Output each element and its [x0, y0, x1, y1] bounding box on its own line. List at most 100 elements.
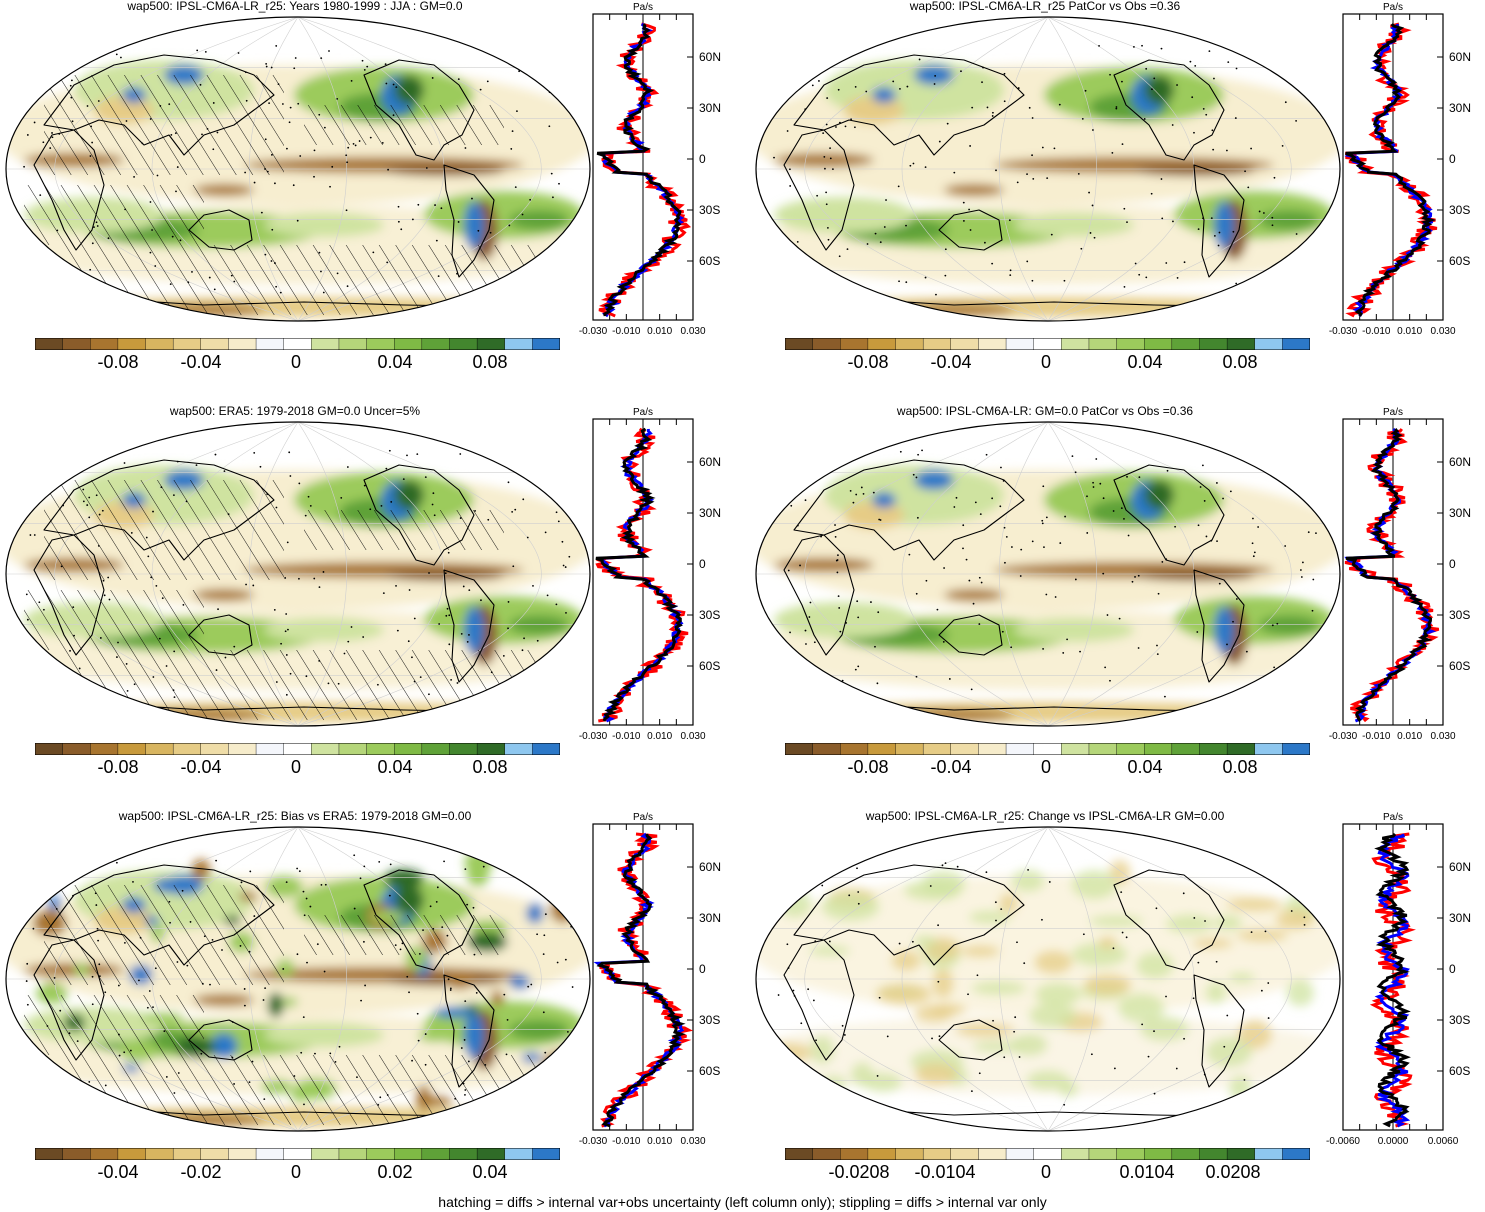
profile-x-tick-label: -0.030: [579, 1136, 608, 1147]
world-map-panel-5: [5, 826, 591, 1132]
profile-x-tick-label: 0.010: [1397, 326, 1422, 337]
latitude-tick-label: 30S: [699, 608, 720, 622]
colorbar-labels: -0.0208 -0.0104 0 0.0104 0.0208: [785, 1162, 1310, 1184]
zonal-profile-panel-5: Pa/s 60N 30N 0 30S 60S -0.030 -0.010 0.010 0.030: [579, 812, 721, 1147]
latitude-tick-label: 30N: [1449, 101, 1471, 115]
latitude-tick-label: 60S: [1449, 254, 1470, 268]
latitude-tick-label: 30N: [699, 911, 721, 925]
profile-x-tick-label: 0.030: [1430, 326, 1455, 337]
zonal-profile-panel-3: Pa/s 60N 30N 0 30S 60S -0.030 -0.010 0.010 0.030: [579, 407, 721, 742]
panel-title: wap500: IPSL-CM6A-LR_r25: Bias vs ERA5: …: [118, 809, 472, 823]
colorbar-label: 0.08: [472, 757, 508, 777]
colorbar-labels: -0.08 -0.04 0 0.04 0.08: [785, 757, 1310, 779]
latitude-tick-label: 30S: [1449, 203, 1470, 217]
colorbar-label: -0.04: [180, 757, 222, 777]
zonal-profile-panel-2: Pa/s 60N 30N 0 30S 60S -0.030 -0.010 0.010 0.030: [1329, 2, 1471, 337]
colorbar-label: -0.08: [97, 757, 139, 777]
latitude-tick-label: 60S: [699, 254, 720, 268]
colorbar-label: 0: [290, 757, 302, 777]
profile-x-tick-label: 0.010: [647, 1136, 672, 1147]
latitude-tick-label: 0: [699, 962, 706, 976]
world-map-panel-3: [5, 421, 591, 727]
colorbar-panel-6: [785, 1148, 1310, 1160]
profile-x-tick-label: 0.030: [680, 731, 705, 742]
profile-x-tick-label: 0.030: [1430, 731, 1455, 742]
profile-unit-label: Pa/s: [633, 812, 653, 823]
colorbar-label: -0.04: [930, 757, 972, 777]
colorbar-label: 0.0104: [1119, 1162, 1175, 1182]
colorbar-label: 0: [1040, 352, 1052, 372]
latitude-tick-label: 60N: [1449, 50, 1471, 64]
latitude-tick-label: 0: [1449, 152, 1456, 166]
profile-unit-label: Pa/s: [1383, 407, 1403, 418]
colorbar-label: 0.04: [472, 1162, 508, 1182]
colorbar-label: 0.08: [1222, 352, 1258, 372]
colorbar-labels: -0.08 -0.04 0 0.04 0.08: [35, 757, 560, 779]
colorbar-panel-1: [35, 338, 560, 350]
profile-x-tick-label: -0.010: [612, 731, 641, 742]
colorbar-label: -0.0208: [828, 1162, 890, 1182]
profile-x-tick-label: 0.0000: [1378, 1136, 1409, 1147]
colorbar-label: 0.08: [472, 352, 508, 372]
world-map-panel-1: [5, 16, 591, 322]
profile-x-tick-label: 0.030: [680, 1136, 705, 1147]
profile-x-tick-label: -0.030: [1329, 731, 1358, 742]
panel-title: wap500: IPSL-CM6A-LR_r25: Years 1980-199…: [127, 0, 463, 13]
colorbar-panel-4: [785, 743, 1310, 755]
latitude-tick-label: 30N: [699, 506, 721, 520]
profile-x-tick-label: 0.010: [647, 731, 672, 742]
profile-unit-label: Pa/s: [633, 407, 653, 418]
colorbar-label: 0.02: [377, 1162, 413, 1182]
latitude-tick-label: 30S: [699, 203, 720, 217]
world-map-panel-6: [755, 826, 1341, 1132]
profile-x-tick-label: 0.030: [680, 326, 705, 337]
latitude-tick-label: 0: [699, 152, 706, 166]
colorbar-label: -0.04: [97, 1162, 139, 1182]
colorbar-label: -0.08: [847, 352, 889, 372]
colorbar-panel-3: [35, 743, 560, 755]
profile-x-tick-label: 0.010: [647, 326, 672, 337]
colorbar-panel-2: [785, 338, 1310, 350]
latitude-tick-label: 60N: [699, 455, 721, 469]
latitude-tick-label: 30S: [699, 1013, 720, 1027]
colorbar-label: -0.08: [847, 757, 889, 777]
colorbar-label: -0.08: [97, 352, 139, 372]
colorbar-label: -0.02: [180, 1162, 222, 1182]
profile-unit-label: Pa/s: [633, 2, 653, 13]
colorbar-label: 0.04: [1127, 352, 1163, 372]
latitude-tick-label: 60N: [1449, 455, 1471, 469]
colorbar-label: -0.0104: [914, 1162, 976, 1182]
colorbar-label: 0.04: [377, 352, 413, 372]
profile-x-tick-label: -0.010: [612, 1136, 641, 1147]
colorbar-label: 0.08: [1222, 757, 1258, 777]
colorbar-label: 0: [1040, 1162, 1052, 1182]
profile-x-tick-label: -0.010: [612, 326, 641, 337]
latitude-tick-label: 30S: [1449, 1013, 1470, 1027]
latitude-tick-label: 60S: [699, 659, 720, 673]
zonal-profile-panel-4: Pa/s 60N 30N 0 30S 60S -0.030 -0.010 0.010 0.030: [1329, 407, 1471, 742]
profile-x-tick-label: -0.030: [1329, 326, 1358, 337]
profile-x-tick-label: -0.0060: [1326, 1136, 1360, 1147]
figure-footnote: hatching = diffs > internal var+obs unce…: [438, 1194, 1047, 1210]
latitude-tick-label: 60S: [1449, 659, 1470, 673]
latitude-tick-label: 60N: [699, 50, 721, 64]
colorbar-label: 0: [290, 352, 302, 372]
latitude-tick-label: 30N: [1449, 911, 1471, 925]
latitude-tick-label: 0: [1449, 557, 1456, 571]
colorbar-label: -0.04: [180, 352, 222, 372]
profile-x-tick-label: 0.010: [1397, 731, 1422, 742]
colorbar-label: 0.04: [1127, 757, 1163, 777]
profile-x-tick-label: -0.030: [579, 731, 608, 742]
latitude-tick-label: 60N: [1449, 860, 1471, 874]
profile-x-tick-label: 0.0060: [1428, 1136, 1459, 1147]
latitude-tick-label: 60S: [699, 1064, 720, 1078]
zonal-profile-panel-6: Pa/s 60N 30N 0 30S 60S -0.0060 0.0000 0.0060: [1326, 812, 1471, 1147]
zonal-profile-panel-1: Pa/s 60N 30N 0 30S 60S -0.030 -0.010 0.010 0.030: [579, 2, 721, 337]
latitude-tick-label: 0: [699, 557, 706, 571]
panel-title: wap500: IPSL-CM6A-LR_r25 PatCor vs Obs =…: [909, 0, 1181, 13]
latitude-tick-label: 30S: [1449, 608, 1470, 622]
panel-title: wap500: IPSL-CM6A-LR: GM=0.0 PatCor vs O…: [896, 404, 1194, 418]
colorbar-label: 0: [1040, 757, 1052, 777]
colorbar-label: 0: [290, 1162, 302, 1182]
latitude-tick-label: 30N: [699, 101, 721, 115]
